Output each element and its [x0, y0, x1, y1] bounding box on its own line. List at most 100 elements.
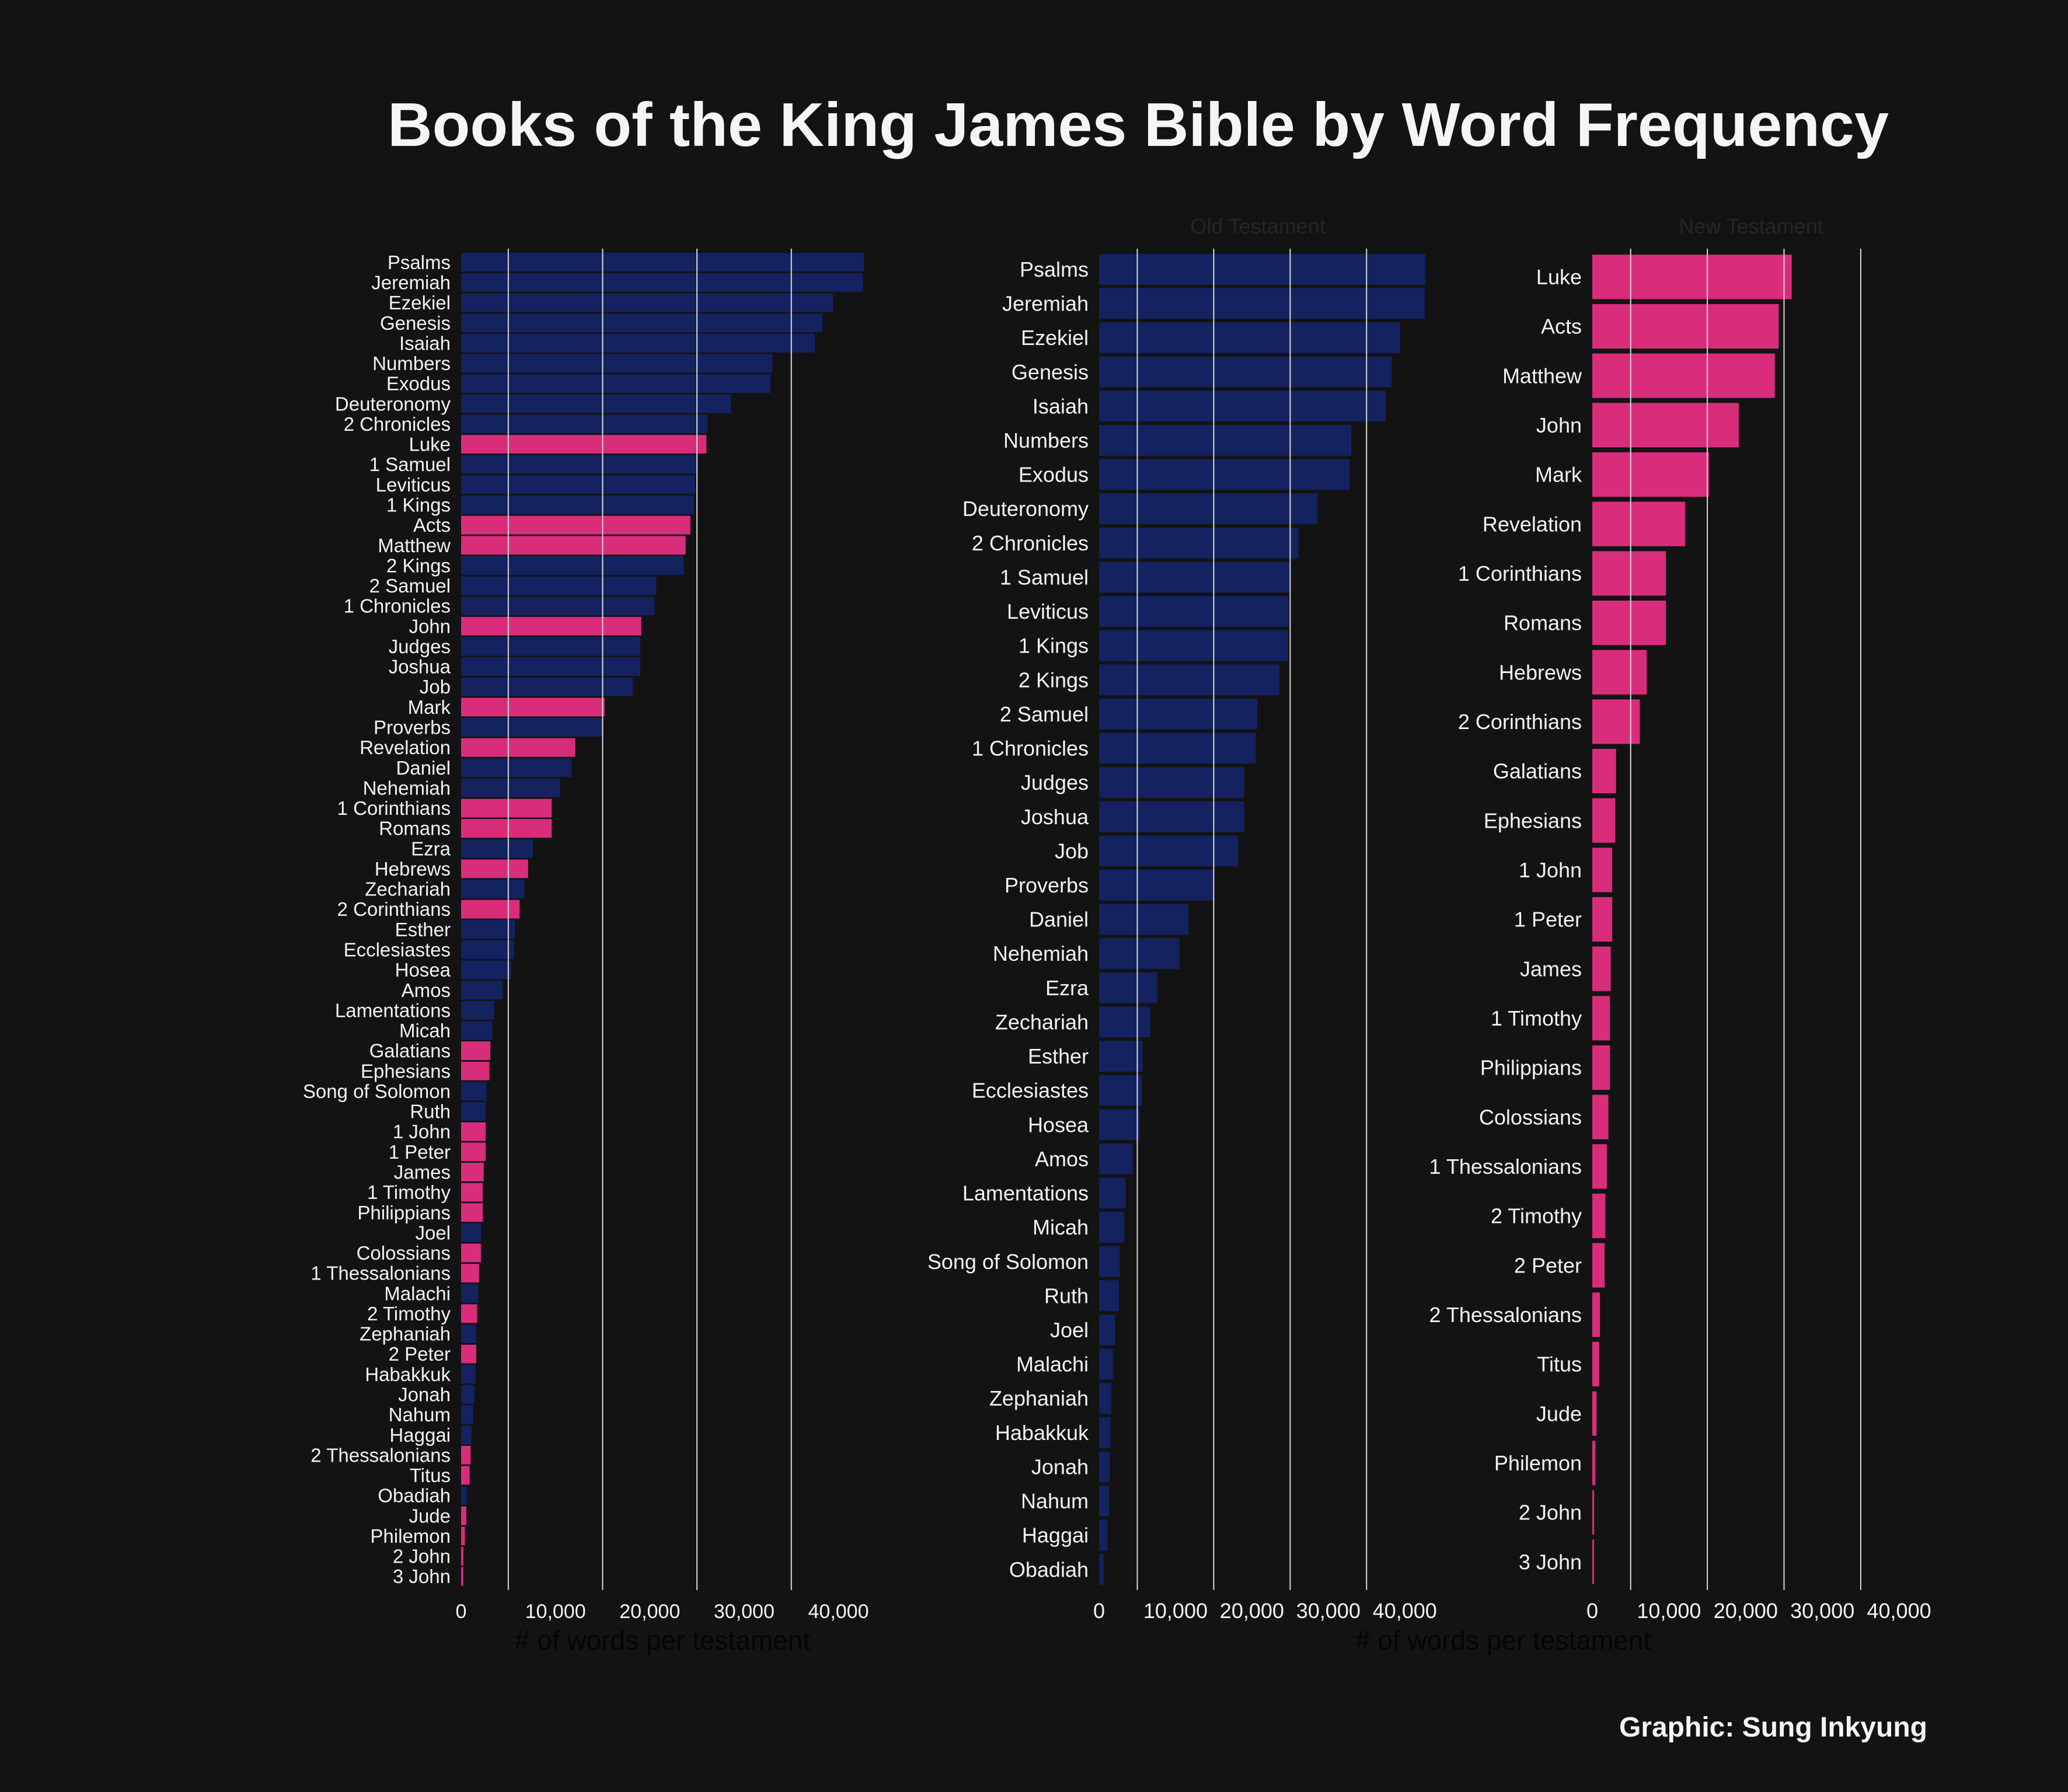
- label-john: John: [409, 615, 451, 637]
- label-habakkuk: Habakkuk: [995, 1421, 1089, 1445]
- label-exodus: Exodus: [386, 373, 451, 395]
- label-acts: Acts: [413, 514, 451, 536]
- label-ecclesiastes: Ecclesiastes: [344, 939, 451, 961]
- x-axis-ticks: 0 10,000 20,000 30,000 40,000: [456, 1601, 869, 1623]
- label-isaiah: Isaiah: [1033, 394, 1089, 418]
- bar-zechariah: [461, 880, 525, 898]
- bar-exodus: [1099, 459, 1350, 490]
- bar-amos: [1099, 1143, 1133, 1174]
- bars: [1592, 254, 1792, 1584]
- bar-proverbs: [1099, 870, 1215, 901]
- label-2-kings: 2 Kings: [1019, 668, 1089, 692]
- bar-acts: [461, 515, 691, 535]
- bar-john: [1592, 403, 1739, 448]
- x-tick-label: 30,000: [714, 1601, 775, 1623]
- bar-numbers: [461, 354, 773, 373]
- panel-combined: PsalmsJeremiahEzekielGenesisIsaiahNumber…: [303, 249, 869, 1655]
- bar-luke: [1592, 254, 1792, 299]
- bar-haggai: [1099, 1519, 1108, 1551]
- label-2-kings: 2 Kings: [386, 555, 451, 576]
- x-tick-label: 30,000: [1790, 1599, 1854, 1623]
- x-axis-ticks: 0 10,000 20,000 30,000 40,000: [1093, 1599, 1437, 1623]
- bar-2-thessalonians: [1592, 1292, 1600, 1337]
- bar-titus: [1592, 1341, 1599, 1387]
- label-2-timothy: 2 Timothy: [1491, 1204, 1582, 1228]
- label-deuteronomy: Deuteronomy: [962, 497, 1089, 521]
- label-1-peter: 1 Peter: [1514, 908, 1582, 932]
- bar-psalms: [1099, 253, 1426, 285]
- bar-exodus: [461, 374, 771, 393]
- label-luke: Luke: [1536, 265, 1582, 289]
- label-romans: Romans: [1504, 611, 1582, 635]
- label-ruth: Ruth: [410, 1101, 451, 1122]
- label-1-corinthians: 1 Corinthians: [337, 797, 451, 819]
- x-tick-label: 0: [456, 1601, 467, 1623]
- label-philemon: Philemon: [1494, 1451, 1582, 1475]
- x-tick-label: 0: [1586, 1599, 1598, 1623]
- label-esther: Esther: [395, 919, 451, 940]
- x-tick-label: 10,000: [1637, 1599, 1701, 1623]
- bar-joel: [461, 1223, 481, 1242]
- label-2-john: 2 John: [1519, 1501, 1582, 1525]
- bar-leviticus: [461, 475, 695, 494]
- bar-haggai: [461, 1425, 472, 1445]
- bar-colossians: [1592, 1094, 1609, 1139]
- x-tick-label: 0: [1093, 1599, 1105, 1623]
- bar-2-kings: [461, 556, 684, 575]
- label-1-kings: 1 Kings: [1019, 634, 1089, 658]
- label-jonah: Jonah: [1031, 1455, 1089, 1479]
- bar-esther: [1099, 1041, 1143, 1072]
- label-john: John: [1536, 413, 1582, 437]
- label-esther: Esther: [1028, 1044, 1089, 1068]
- label-titus: Titus: [410, 1465, 451, 1486]
- label-luke: Luke: [409, 434, 451, 455]
- bar-2-corinthians: [461, 900, 520, 919]
- label-jeremiah: Jeremiah: [371, 272, 451, 294]
- label-2-john: 2 John: [393, 1546, 451, 1567]
- bar-2-peter: [1592, 1243, 1605, 1288]
- label-1-thessalonians: 1 Thessalonians: [311, 1263, 451, 1284]
- bar-zechariah: [1099, 1006, 1150, 1038]
- label-nahum: Nahum: [389, 1404, 451, 1425]
- bar-jude: [1592, 1391, 1597, 1436]
- label-revelation: Revelation: [360, 737, 451, 758]
- bars: [1099, 253, 1426, 1585]
- bar-1-corinthians: [1592, 551, 1666, 596]
- bar-1-corinthians: [461, 799, 552, 818]
- bar-zephaniah: [461, 1324, 476, 1343]
- label-lamentations: Lamentations: [962, 1181, 1089, 1205]
- bar-hebrews: [1592, 650, 1647, 695]
- label-nehemiah: Nehemiah: [363, 777, 451, 799]
- bar-john: [461, 616, 641, 636]
- bar-jeremiah: [461, 273, 863, 292]
- bar-luke: [461, 435, 707, 454]
- label-james: James: [394, 1162, 451, 1183]
- bar-jude: [461, 1506, 466, 1525]
- bar-ezekiel: [461, 293, 833, 312]
- bar-1-peter: [1592, 897, 1613, 942]
- bar-galatians: [1592, 748, 1616, 794]
- label-acts: Acts: [1541, 315, 1582, 339]
- label-galatians: Galatians: [1493, 759, 1582, 783]
- bar-1-samuel: [1099, 562, 1291, 593]
- label-2-thessalonians: 2 Thessalonians: [311, 1444, 451, 1466]
- label-jeremiah: Jeremiah: [1002, 292, 1089, 316]
- bar-1-thessalonians: [1592, 1144, 1607, 1189]
- bar-galatians: [461, 1041, 491, 1061]
- label-haggai: Haggai: [389, 1424, 451, 1446]
- x-axis-label: # of words per testament: [515, 1625, 810, 1655]
- bar-micah: [1099, 1212, 1125, 1243]
- label-ephesians: Ephesians: [361, 1060, 451, 1082]
- label-daniel: Daniel: [1029, 908, 1089, 932]
- label-hebrews: Hebrews: [1499, 660, 1582, 684]
- label-2-corinthians: 2 Corinthians: [1458, 710, 1582, 734]
- bar-ephesians: [461, 1061, 490, 1080]
- label-philippians: Philippians: [1480, 1056, 1582, 1080]
- bar-lamentations: [1099, 1177, 1126, 1209]
- label-matthew: Matthew: [1502, 364, 1582, 388]
- bar-1-thessalonians: [461, 1264, 479, 1283]
- label-colossians: Colossians: [1479, 1105, 1582, 1129]
- label-3-john: 3 John: [1519, 1550, 1582, 1574]
- bar-jeremiah: [1099, 288, 1425, 319]
- label-james: James: [1520, 957, 1582, 981]
